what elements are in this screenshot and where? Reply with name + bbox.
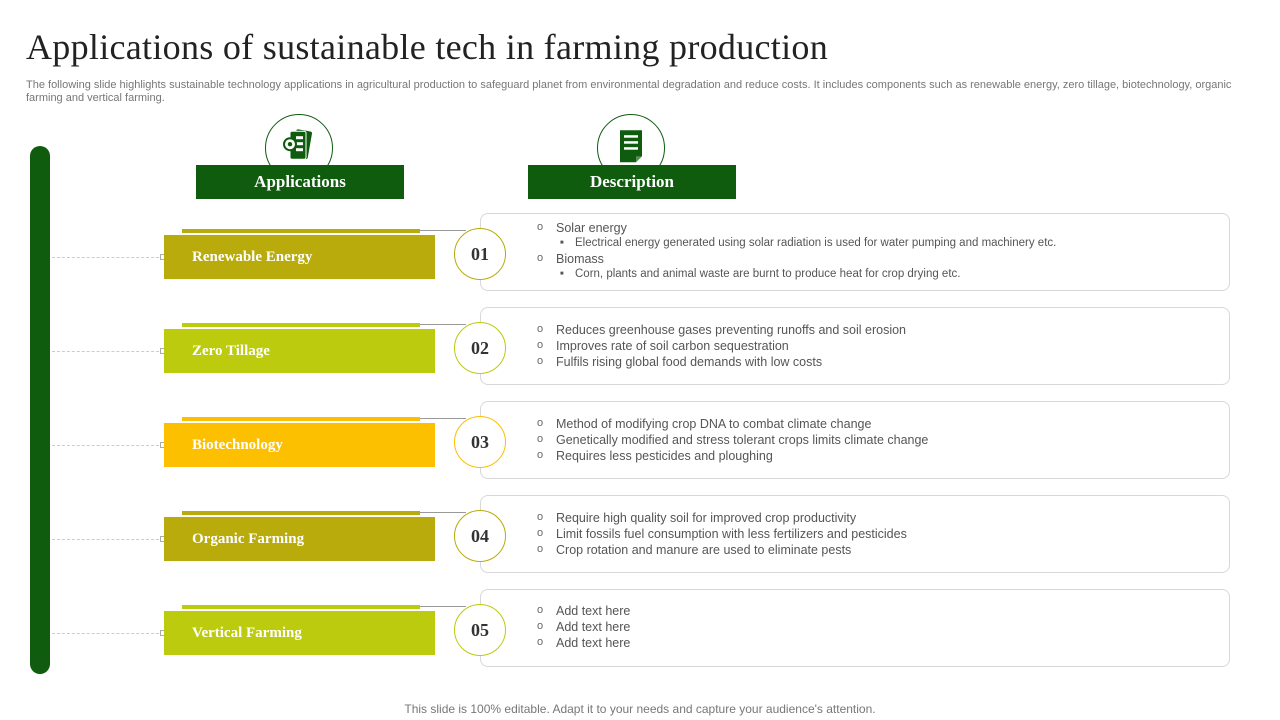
row-vertical-farming: Vertical Farming Add text here Add text … <box>0 589 1280 669</box>
row-accent-line <box>182 323 420 327</box>
description-box: Add text here Add text here Add text her… <box>480 589 1230 667</box>
row-organic-farming: Organic Farming Require high quality soi… <box>0 495 1280 575</box>
footer-note: This slide is 100% editable. Adapt it to… <box>404 702 876 716</box>
description-box: Reduces greenhouse gases preventing runo… <box>480 307 1230 385</box>
row-connector <box>420 606 466 607</box>
row-dash-line <box>52 539 164 540</box>
bullet-list: Reduces greenhouse gases preventing runo… <box>537 321 1219 370</box>
bullet-list: Require high quality soil for improved c… <box>537 509 1219 558</box>
bullet-item: Method of modifying crop DNA to combat c… <box>537 415 1219 432</box>
row-number-badge: 05 <box>454 604 506 656</box>
row-number-badge: 01 <box>454 228 506 280</box>
description-box: Require high quality soil for improved c… <box>480 495 1230 573</box>
bullet-list: Solar energy Electrical energy generated… <box>537 219 1219 282</box>
bullet-list: Add text here Add text here Add text her… <box>537 602 1219 651</box>
mobile-apps-gear-icon <box>283 129 312 160</box>
application-label: Renewable Energy <box>164 235 435 279</box>
description-box: Solar energy Electrical energy generated… <box>480 213 1230 291</box>
bullet-item: Reduces greenhouse gases preventing runo… <box>537 321 1219 338</box>
row-accent-line <box>182 605 420 609</box>
row-dash-line <box>52 257 164 258</box>
application-label: Vertical Farming <box>164 611 435 655</box>
row-accent-line <box>182 511 420 515</box>
row-connector <box>420 230 466 231</box>
bullet-item: Biomass <box>537 250 1219 267</box>
page-subtitle: The following slide highlights sustainab… <box>26 79 1232 104</box>
bullet-item: Improves rate of soil carbon sequestrati… <box>537 337 1219 354</box>
bullet-item: Require high quality soil for improved c… <box>537 509 1219 526</box>
application-label: Zero Tillage <box>164 329 435 373</box>
row-number-badge: 04 <box>454 510 506 562</box>
document-icon <box>620 130 642 163</box>
bullet-list: Method of modifying crop DNA to combat c… <box>537 415 1219 464</box>
description-header: Description <box>528 165 736 199</box>
application-label: Organic Farming <box>164 517 435 561</box>
bullet-item: Add text here <box>537 618 1219 635</box>
bullet-item: Fulfils rising global food demands with … <box>537 353 1219 370</box>
bullet-item: Solar energy <box>537 219 1219 236</box>
bullet-item: Limit fossils fuel consumption with less… <box>537 525 1219 542</box>
application-label: Biotechnology <box>164 423 435 467</box>
sub-bullet-item: Corn, plants and animal waste are burnt … <box>537 267 1219 282</box>
row-dash-line <box>52 445 164 446</box>
bullet-item: Add text here <box>537 634 1219 651</box>
row-accent-line <box>182 229 420 233</box>
bullet-item: Requires less pesticides and ploughing <box>537 447 1219 464</box>
timeline-bar <box>30 146 50 674</box>
row-zero-tillage: Zero Tillage Reduces greenhouse gases pr… <box>0 307 1280 387</box>
page-title: Applications of sustainable tech in farm… <box>26 27 829 67</box>
row-biotechnology: Biotechnology Method of modifying crop D… <box>0 401 1280 481</box>
row-renewable-energy: Renewable Energy Solar energy Electrical… <box>0 213 1280 293</box>
row-connector <box>420 324 466 325</box>
applications-header: Applications <box>196 165 404 199</box>
sub-bullet-item: Electrical energy generated using solar … <box>537 236 1219 251</box>
row-connector <box>420 418 466 419</box>
bullet-item: Add text here <box>537 602 1219 619</box>
row-connector <box>420 512 466 513</box>
row-dash-line <box>52 351 164 352</box>
bullet-item: Crop rotation and manure are used to eli… <box>537 541 1219 558</box>
row-number-badge: 02 <box>454 322 506 374</box>
row-accent-line <box>182 417 420 421</box>
bullet-item: Genetically modified and stress tolerant… <box>537 431 1219 448</box>
description-box: Method of modifying crop DNA to combat c… <box>480 401 1230 479</box>
row-number-badge: 03 <box>454 416 506 468</box>
row-dash-line <box>52 633 164 634</box>
